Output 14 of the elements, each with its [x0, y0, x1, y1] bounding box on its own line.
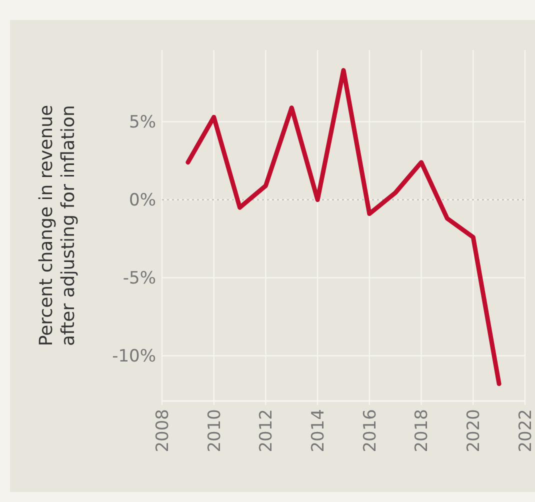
- x-tick-label: 2016: [360, 409, 380, 452]
- x-tick-label: 2012: [256, 409, 277, 452]
- x-tick-label: 2018: [412, 409, 432, 452]
- x-tick-label: 2010: [204, 409, 225, 452]
- x-tick-label: 2022: [516, 409, 535, 452]
- x-tick-label: 2008: [152, 409, 173, 452]
- y-tick-label: 0%: [129, 190, 156, 211]
- y-tick-label: -5%: [122, 268, 156, 289]
- y-axis-title: Percent change in revenue after adjusting for inflation: [36, 104, 79, 346]
- y-tick-label: 5%: [129, 112, 156, 133]
- line-series: [186, 68, 502, 386]
- x-tick-label: 2020: [464, 409, 484, 452]
- y-tick-label: -10%: [112, 346, 156, 367]
- x-tick-label: 2014: [308, 409, 329, 452]
